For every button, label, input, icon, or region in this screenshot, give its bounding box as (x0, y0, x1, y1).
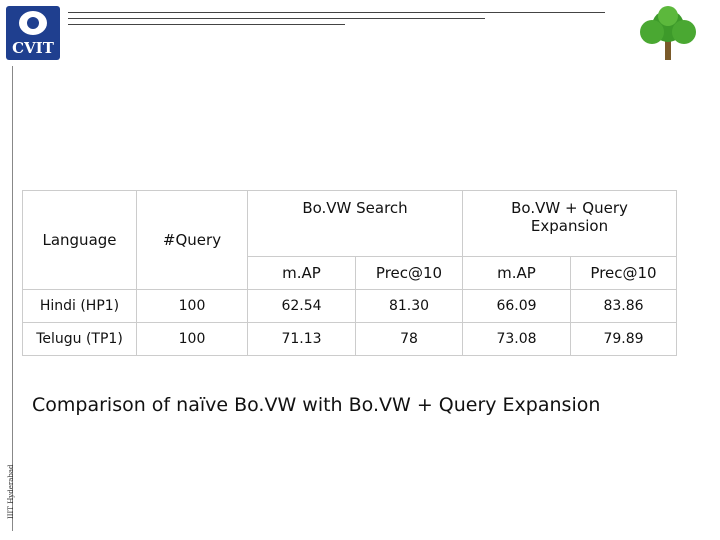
table-cell: 81.30 (355, 289, 463, 323)
subheader-cell: Prec@10 (570, 256, 677, 290)
header-cell: Bo.VW + Query Expansion (462, 190, 677, 257)
header-cell: #Query (136, 190, 248, 290)
row: Hindi (HP1) 100 62.54 81.30 66.09 83.86 (22, 289, 677, 323)
tree-logo (640, 6, 696, 60)
table-cell: Hindi (HP1) (22, 289, 137, 323)
rule (68, 18, 485, 19)
side-line (12, 66, 13, 531)
table-cell: 62.54 (247, 289, 356, 323)
results-table: Language #Query Bo.VW Search Bo.VW + Que… (22, 190, 677, 356)
header-cell: Language (22, 190, 137, 290)
table-cell: 83.86 (570, 289, 677, 323)
table-cell: 78 (355, 322, 463, 356)
logo-eye (19, 11, 47, 35)
side-text: IIIT Hyderabad (7, 464, 15, 519)
table-cell: 79.89 (570, 322, 677, 356)
caption: Comparison of naïve Bo.VW with Bo.VW + Q… (32, 394, 601, 416)
rule (68, 12, 605, 13)
subheader-cell: Prec@10 (355, 256, 463, 290)
table-cell: Telugu (TP1) (22, 322, 137, 356)
table-cell: 100 (136, 289, 248, 323)
row: Telugu (TP1) 100 71.13 78 73.08 79.89 (22, 322, 677, 356)
table-cell: 71.13 (247, 322, 356, 356)
subheader-cell: m.AP (247, 256, 356, 290)
table-cell: 100 (136, 322, 248, 356)
logo-text: CVIT (12, 39, 54, 57)
header-cell: Bo.VW Search (247, 190, 463, 257)
table-cell: 73.08 (462, 322, 571, 356)
table-cell: 66.09 (462, 289, 571, 323)
rule (68, 24, 345, 25)
logo: CVIT (6, 6, 60, 60)
subheader-cell: m.AP (462, 256, 571, 290)
